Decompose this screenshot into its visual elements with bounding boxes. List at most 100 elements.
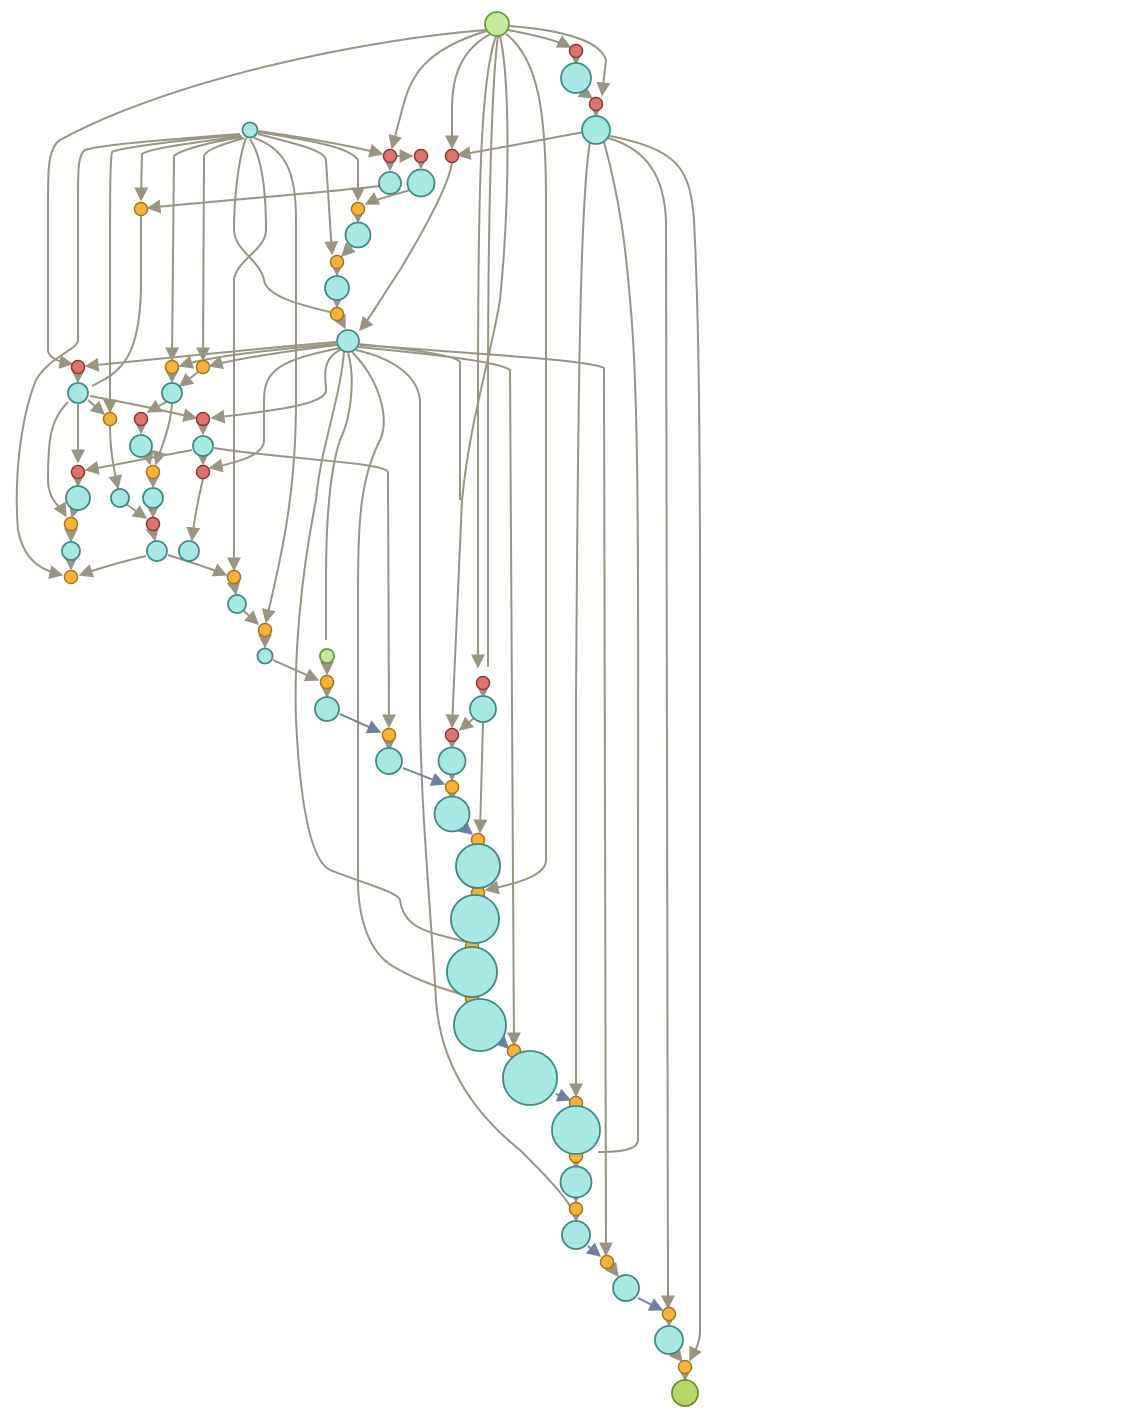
- edge: [46, 401, 69, 518]
- op-node-orange: [102, 411, 118, 427]
- edge-primary: [637, 1297, 664, 1311]
- edge: [458, 716, 475, 731]
- op-node-red: [444, 148, 460, 164]
- edge: [509, 25, 611, 97]
- op-node-orange: [350, 201, 366, 217]
- data-node: [502, 1050, 558, 1106]
- edge: [210, 349, 341, 424]
- data-node: [654, 1325, 684, 1355]
- data-node: [146, 540, 168, 562]
- edge-primary: [339, 713, 382, 734]
- edge: [178, 371, 199, 387]
- data-node: [67, 382, 89, 404]
- edge: [445, 31, 495, 150]
- edge: [253, 137, 297, 624]
- data-node: [336, 329, 360, 353]
- data-node: [450, 894, 500, 944]
- edge: [577, 85, 594, 99]
- edge: [355, 349, 571, 1207]
- nodes: [61, 11, 699, 1407]
- op-node-red: [195, 464, 211, 480]
- edge: [152, 403, 173, 466]
- data-node: [433, 795, 471, 833]
- op-node-orange: [226, 569, 242, 585]
- op-node-orange: [164, 359, 180, 375]
- edge: [87, 399, 106, 415]
- data-node: [161, 382, 183, 404]
- edge: [388, 29, 491, 150]
- edge: [146, 185, 381, 214]
- edge: [208, 347, 341, 473]
- data-node: [314, 696, 340, 722]
- edge: [134, 135, 243, 202]
- edge: [167, 554, 228, 577]
- edge: [294, 351, 467, 943]
- data-node: [375, 747, 403, 775]
- data-node: [129, 434, 153, 458]
- data-node: [378, 171, 402, 195]
- edge: [258, 130, 384, 158]
- edge: [78, 555, 147, 578]
- data-node: [227, 594, 247, 614]
- data-node: [446, 946, 498, 998]
- edge: [272, 659, 320, 682]
- edge: [232, 137, 331, 313]
- data-node: [61, 541, 81, 561]
- edge: [213, 447, 396, 729]
- edge: [257, 133, 339, 256]
- edge: [108, 425, 123, 490]
- edge: [178, 343, 337, 369]
- op-node-red: [568, 43, 584, 59]
- op-node-orange: [599, 1254, 615, 1270]
- op-node-orange: [195, 359, 211, 375]
- edge: [91, 216, 142, 387]
- edge: [15, 133, 241, 580]
- op-node-orange: [329, 254, 345, 270]
- edge-primary: [402, 767, 446, 786]
- edge: [359, 344, 613, 1257]
- edge: [257, 131, 365, 202]
- sink-node: [671, 1379, 699, 1407]
- data-node: [406, 168, 436, 198]
- edge: [507, 29, 572, 48]
- edge: [226, 580, 241, 596]
- op-node-orange: [568, 1201, 584, 1217]
- edge: [145, 526, 160, 542]
- op-node-red: [382, 148, 398, 164]
- edge: [668, 1346, 683, 1363]
- data-node: [256, 647, 274, 665]
- op-node-orange: [444, 779, 460, 795]
- data-node: [241, 121, 259, 139]
- op-node-orange: [133, 201, 149, 217]
- edge-primary: [585, 1242, 602, 1257]
- data-node: [551, 1105, 601, 1155]
- edge: [243, 610, 260, 625]
- edge: [484, 33, 547, 895]
- edge-primary: [494, 1034, 509, 1049]
- edge: [604, 1261, 619, 1278]
- source-node: [319, 648, 335, 664]
- edge: [47, 29, 487, 369]
- edge: [84, 449, 193, 475]
- op-node-red: [133, 411, 149, 427]
- op-node-orange: [677, 1359, 693, 1375]
- edge: [68, 502, 83, 519]
- op-node-orange: [319, 674, 335, 690]
- edge: [186, 478, 204, 542]
- edge: [165, 136, 243, 362]
- data-node: [142, 487, 164, 509]
- edge: [84, 341, 337, 372]
- edge: [103, 134, 241, 414]
- edges: [15, 25, 702, 1382]
- op-node-red: [444, 727, 460, 743]
- op-node-orange: [63, 569, 79, 585]
- data-node: [110, 488, 130, 508]
- op-node-red: [145, 516, 161, 532]
- data-node: [178, 540, 200, 562]
- edge: [351, 351, 469, 997]
- edge: [341, 242, 356, 257]
- data-node: [612, 1274, 640, 1302]
- edge: [445, 35, 509, 729]
- edge: [597, 141, 640, 1153]
